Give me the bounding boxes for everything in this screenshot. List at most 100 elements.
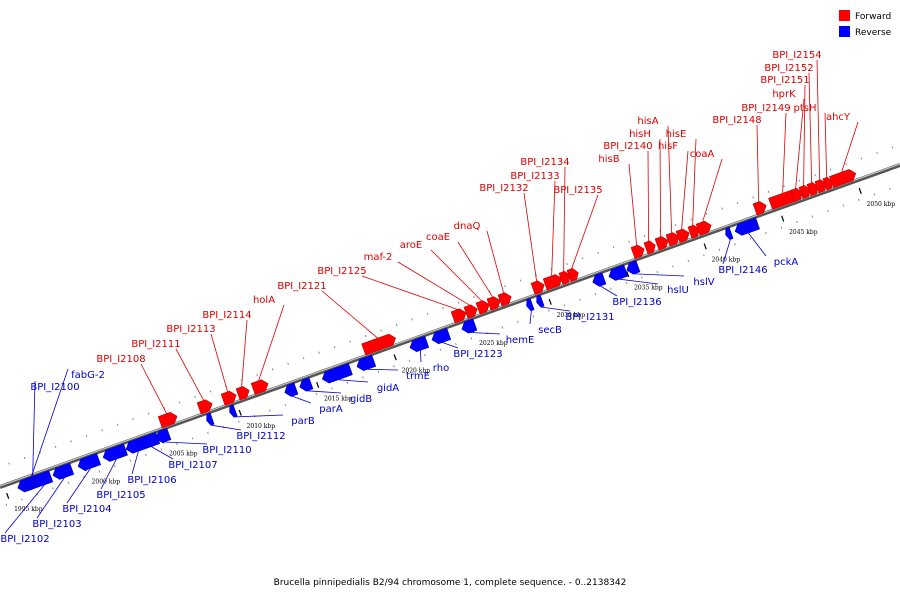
gene-1-16[interactable] xyxy=(643,240,656,255)
leader-line xyxy=(634,273,685,277)
gene-1-15[interactable] xyxy=(630,244,645,260)
gene--1-24[interactable] xyxy=(734,217,760,236)
leader-line xyxy=(541,306,571,312)
leader-line xyxy=(234,414,284,418)
minor-tick xyxy=(814,174,816,177)
gene-1-13[interactable] xyxy=(558,270,571,285)
minor-tick xyxy=(625,281,628,285)
minor-tick xyxy=(842,204,845,207)
leader-line xyxy=(292,395,312,404)
gene--1-3[interactable] xyxy=(52,462,75,480)
gene-1-3[interactable] xyxy=(235,386,250,401)
gene--1-4[interactable] xyxy=(77,453,102,471)
gene--1-9[interactable] xyxy=(206,412,215,426)
minor-tick xyxy=(315,392,318,396)
gene-1-26[interactable] xyxy=(806,182,819,197)
minor-tick xyxy=(566,262,568,266)
gene--1-15[interactable] xyxy=(409,335,430,353)
leader-line xyxy=(210,333,229,392)
leader-line xyxy=(211,424,242,431)
gene--1-17[interactable] xyxy=(461,318,478,334)
gene-1-1[interactable] xyxy=(196,399,213,415)
gene-1-2[interactable] xyxy=(220,390,237,406)
minor-tick xyxy=(411,318,413,321)
minor-tick xyxy=(501,326,504,329)
leader-line xyxy=(523,192,538,282)
gene-1-7[interactable] xyxy=(463,304,478,319)
minor-tick xyxy=(160,448,163,451)
leader-line xyxy=(164,441,208,445)
gene-label: BPI_I2135 xyxy=(553,185,602,196)
scale-tick-label: 2025 kbp xyxy=(479,340,508,347)
gene--1-12[interactable] xyxy=(299,377,314,392)
gene-1-28[interactable] xyxy=(822,176,833,191)
gene-1-19[interactable] xyxy=(675,228,690,243)
leader-line xyxy=(31,380,36,490)
legend: Forward Reverse xyxy=(839,10,892,38)
gene-1-27[interactable] xyxy=(814,179,827,194)
leader-line xyxy=(563,166,566,272)
gene-1-12[interactable] xyxy=(542,274,563,291)
gene--1-8[interactable] xyxy=(155,428,172,443)
minor-tick xyxy=(628,240,630,243)
minor-tick xyxy=(147,412,150,415)
gene-1-0[interactable] xyxy=(157,411,178,429)
leader-line xyxy=(100,458,117,490)
gene--1-13[interactable] xyxy=(321,363,353,384)
gene-1-24[interactable] xyxy=(790,187,803,202)
gene-1-11[interactable] xyxy=(530,280,545,295)
gene--1-5[interactable] xyxy=(102,443,128,462)
gene-label: coaA xyxy=(690,149,715,160)
leader-line xyxy=(4,484,45,534)
minor-tick xyxy=(504,284,506,288)
gene-1-22[interactable] xyxy=(752,201,767,216)
minor-tick xyxy=(8,462,10,465)
gene--1-21[interactable] xyxy=(608,264,629,281)
minor-tick xyxy=(765,232,767,235)
gene-label: rho xyxy=(433,363,449,374)
gene--1-23[interactable] xyxy=(725,226,734,240)
gene-features[interactable] xyxy=(17,169,857,493)
gene-label: gidB xyxy=(350,394,372,405)
gene-1-21[interactable] xyxy=(695,220,712,236)
minor-tick xyxy=(597,251,599,254)
minor-tick xyxy=(610,287,612,290)
leader-line xyxy=(151,446,174,460)
gene-1-10[interactable] xyxy=(497,292,512,307)
gene--1-16[interactable] xyxy=(431,327,452,345)
gene-1-20[interactable] xyxy=(687,224,700,239)
leader-line xyxy=(571,194,599,269)
minor-tick xyxy=(331,387,333,390)
gene-1-4[interactable] xyxy=(250,379,269,395)
gene--1-18[interactable] xyxy=(526,298,535,312)
gene-1-18[interactable] xyxy=(665,232,680,247)
minor-tick xyxy=(269,409,271,412)
gene-1-29[interactable] xyxy=(829,169,857,189)
minor-tick xyxy=(579,298,581,301)
minor-tick xyxy=(101,429,103,432)
gene-1-8[interactable] xyxy=(475,300,490,315)
gene-label: BPI_I2121 xyxy=(277,281,326,292)
gene--1-19[interactable] xyxy=(536,294,545,308)
gene--1-7[interactable] xyxy=(140,431,161,449)
major-tick xyxy=(238,409,242,416)
leader-line xyxy=(140,363,167,414)
minor-tick xyxy=(703,254,705,257)
gene-1-14[interactable] xyxy=(566,268,579,282)
gene--1-2[interactable] xyxy=(33,470,54,487)
gene-label: hemE xyxy=(506,335,535,346)
gene-1-9[interactable] xyxy=(486,296,501,311)
minor-tick xyxy=(256,373,258,376)
backbone-line xyxy=(0,163,900,489)
gene-1-17[interactable] xyxy=(654,236,669,251)
minor-tick xyxy=(178,401,181,404)
gene--1-11[interactable] xyxy=(284,382,299,397)
gene-label: BPI_I2108 xyxy=(96,354,145,365)
gene--1-14[interactable] xyxy=(356,354,377,371)
gene-1-6[interactable] xyxy=(450,308,467,324)
gene-1-25[interactable] xyxy=(798,185,811,199)
gene--1-10[interactable] xyxy=(229,404,238,418)
minor-tick xyxy=(70,440,72,443)
leader-line xyxy=(529,310,532,325)
gene-1-5[interactable] xyxy=(361,333,396,356)
